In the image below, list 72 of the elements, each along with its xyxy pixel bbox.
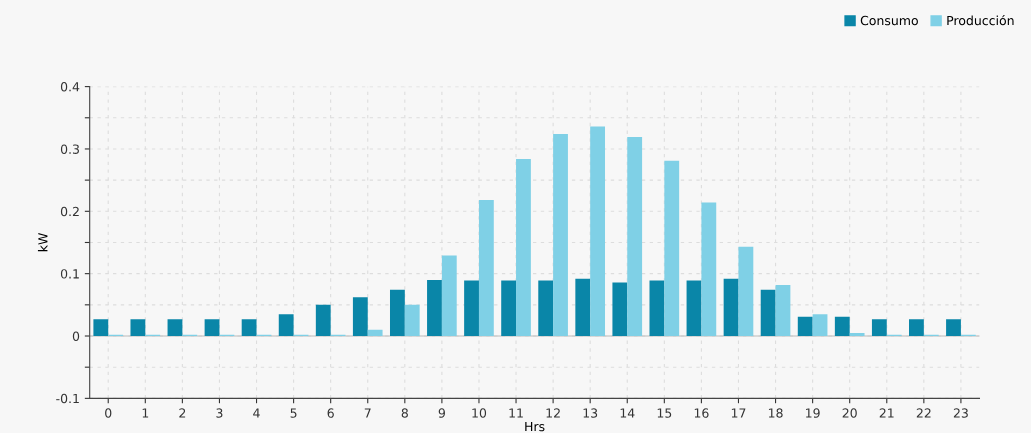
bar	[93, 319, 109, 337]
x-tick-label: 16	[694, 408, 709, 418]
bar	[464, 280, 479, 337]
y-tick-label: 0.3	[60, 144, 79, 154]
x-axis-title: Hrs	[525, 421, 545, 432]
x-tick-label: 4	[253, 408, 260, 418]
bar	[812, 314, 828, 337]
bar	[686, 280, 702, 337]
x-tick-label: 6	[327, 408, 334, 418]
bar	[701, 202, 717, 337]
bar	[797, 316, 813, 337]
bar	[775, 284, 791, 337]
bar	[590, 126, 606, 337]
bar	[204, 319, 220, 337]
bar	[404, 304, 420, 337]
bar	[367, 329, 383, 337]
x-tick-label: 17	[731, 408, 746, 418]
x-tick-label: 12	[546, 408, 560, 418]
x-tick-label: 19	[806, 408, 820, 418]
bar	[738, 246, 754, 337]
bar	[627, 137, 643, 337]
bar	[130, 319, 146, 337]
bar	[241, 319, 257, 337]
bar	[167, 319, 183, 337]
bar	[834, 316, 850, 337]
bar	[946, 319, 961, 337]
bar	[501, 280, 517, 337]
x-tick-label: 9	[438, 408, 445, 418]
x-tick-label: 11	[509, 408, 523, 418]
bar	[315, 304, 331, 337]
bar	[538, 280, 554, 337]
bar	[427, 279, 442, 337]
y-tick-label: 0.4	[60, 82, 80, 92]
bar	[478, 200, 494, 337]
x-tick-label: 2	[179, 408, 186, 418]
bar	[723, 278, 739, 337]
x-tick-label: 21	[879, 408, 894, 418]
bar	[553, 133, 568, 337]
bar	[849, 332, 865, 337]
x-tick-label: 13	[583, 408, 598, 418]
bar	[909, 319, 924, 337]
x-tick-label: 22	[916, 408, 931, 418]
x-tick-label: 20	[842, 408, 857, 418]
x-tick-label: 7	[364, 408, 371, 418]
bar	[575, 278, 591, 337]
x-tick-label: 8	[401, 408, 408, 418]
x-tick-label: 1	[142, 408, 149, 418]
bar	[664, 160, 680, 337]
legend-label: Consumo	[860, 15, 918, 26]
y-tick-label: 0	[72, 331, 80, 341]
bar	[871, 319, 887, 337]
x-tick-label: 14	[620, 408, 635, 418]
x-tick-label: 3	[216, 408, 223, 418]
legend-label: Producción	[947, 15, 1014, 26]
bar	[352, 297, 368, 337]
bar	[441, 255, 457, 337]
x-tick-label: 10	[472, 408, 487, 418]
bar	[612, 282, 628, 337]
x-tick-label: 15	[657, 408, 672, 418]
bar	[649, 280, 665, 337]
bar	[516, 158, 531, 337]
bar	[389, 289, 405, 337]
x-tick-label: 0	[105, 408, 112, 418]
y-axis-title: kW	[37, 233, 48, 252]
x-tick-label: 23	[953, 408, 968, 418]
x-tick-label: 5	[290, 408, 297, 418]
bar	[278, 314, 294, 337]
x-tick-label: 18	[768, 408, 783, 418]
bar	[760, 289, 776, 337]
y-tick-label: -0.1	[56, 393, 79, 404]
y-tick-label: 0.2	[60, 206, 79, 217]
y-tick-label: 0.1	[60, 269, 79, 279]
